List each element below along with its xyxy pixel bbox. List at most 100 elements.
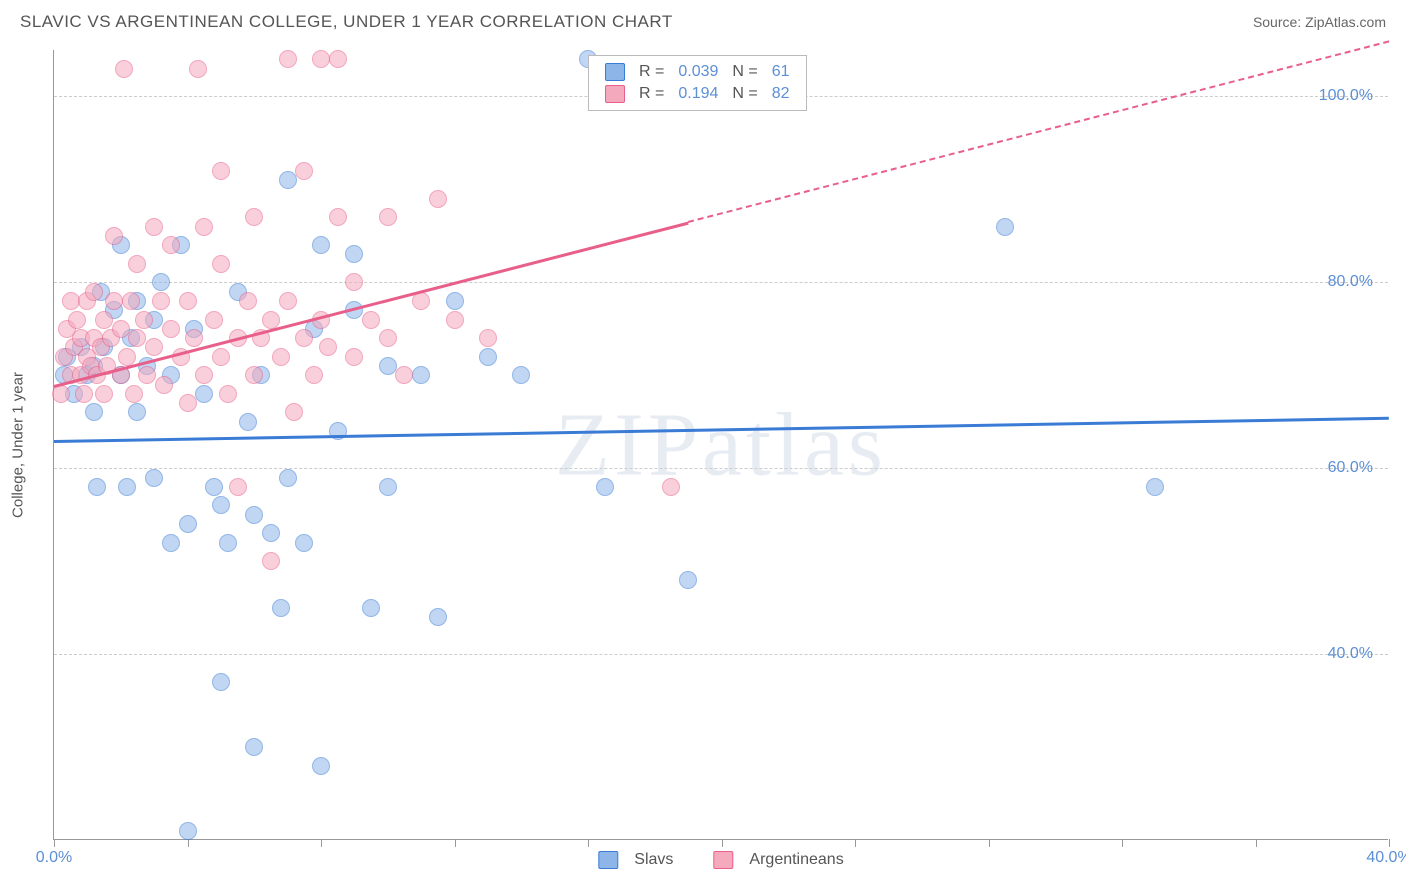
legend-n-label: N = <box>726 84 763 104</box>
scatter-point <box>272 599 290 617</box>
scatter-point <box>272 348 290 366</box>
scatter-point <box>262 524 280 542</box>
scatter-point <box>379 329 397 347</box>
x-tick <box>855 839 856 847</box>
scatter-point <box>239 292 257 310</box>
y-tick-label: 80.0% <box>1328 273 1373 291</box>
legend-r-label: R = <box>633 84 670 104</box>
legend-swatch <box>713 851 733 869</box>
y-tick-label: 60.0% <box>1328 459 1373 477</box>
legend-r-label: R = <box>633 62 670 82</box>
scatter-point <box>95 385 113 403</box>
scatter-point <box>125 385 143 403</box>
legend-n-value: 61 <box>766 62 796 82</box>
scatter-point <box>262 552 280 570</box>
scatter-point <box>279 292 297 310</box>
scatter-point <box>596 478 614 496</box>
scatter-point <box>138 366 156 384</box>
legend-item: Argentineans <box>703 851 853 868</box>
scatter-point <box>279 171 297 189</box>
source-attribution: Source: ZipAtlas.com <box>1253 14 1386 30</box>
x-tick <box>455 839 456 847</box>
scatter-point <box>295 534 313 552</box>
scatter-point <box>212 255 230 273</box>
scatter-point <box>262 311 280 329</box>
scatter-point <box>219 534 237 552</box>
scatter-point <box>145 338 163 356</box>
scatter-point <box>446 292 464 310</box>
scatter-point <box>212 348 230 366</box>
legend-item: Slavs <box>588 851 683 868</box>
scatter-point <box>212 496 230 514</box>
scatter-point <box>245 208 263 226</box>
scatter-point <box>229 478 247 496</box>
legend-swatch <box>598 851 618 869</box>
scatter-point <box>295 329 313 347</box>
scatter-point <box>112 320 130 338</box>
scatter-point <box>152 292 170 310</box>
scatter-point <box>362 311 380 329</box>
x-tick-label: 0.0% <box>36 849 72 867</box>
scatter-point <box>105 292 123 310</box>
scatter-point <box>345 245 363 263</box>
scatter-point <box>185 329 203 347</box>
scatter-point <box>429 190 447 208</box>
scatter-point <box>479 329 497 347</box>
scatter-point <box>179 292 197 310</box>
scatter-point <box>145 469 163 487</box>
scatter-point <box>128 403 146 421</box>
y-axis-label: College, Under 1 year <box>10 372 27 518</box>
scatter-point <box>85 403 103 421</box>
scatter-point <box>205 311 223 329</box>
scatter-point <box>279 50 297 68</box>
scatter-point <box>135 311 153 329</box>
scatter-point <box>68 311 86 329</box>
scatter-point <box>212 162 230 180</box>
scatter-point <box>305 366 323 384</box>
scatter-point <box>662 478 680 496</box>
scatter-point <box>122 292 140 310</box>
scatter-point <box>75 385 93 403</box>
scatter-point <box>285 403 303 421</box>
x-tick <box>588 839 589 847</box>
scatter-point <box>345 348 363 366</box>
scatter-point <box>245 366 263 384</box>
scatter-point <box>128 329 146 347</box>
legend-swatch <box>605 63 625 81</box>
scatter-point <box>195 385 213 403</box>
x-tick <box>321 839 322 847</box>
scatter-point <box>996 218 1014 236</box>
gridline-h <box>54 468 1388 469</box>
chart-title: SLAVIC VS ARGENTINEAN COLLEGE, UNDER 1 Y… <box>20 12 673 32</box>
y-tick-label: 100.0% <box>1319 87 1373 105</box>
scatter-point <box>245 738 263 756</box>
scatter-point <box>429 608 447 626</box>
scatter-point <box>212 673 230 691</box>
scatter-point <box>312 236 330 254</box>
x-tick <box>989 839 990 847</box>
scatter-point <box>379 357 397 375</box>
gridline-h <box>54 654 1388 655</box>
x-tick <box>1122 839 1123 847</box>
legend-n-label: N = <box>726 62 763 82</box>
scatter-point <box>128 255 146 273</box>
x-tick <box>1389 839 1390 847</box>
scatter-point <box>362 599 380 617</box>
scatter-point <box>115 60 133 78</box>
scatter-point <box>312 50 330 68</box>
scatter-point <box>162 534 180 552</box>
scatter-point <box>345 273 363 291</box>
legend-item-label: Argentineans <box>749 851 843 868</box>
scatter-point <box>329 50 347 68</box>
scatter-point <box>162 236 180 254</box>
scatter-point <box>279 469 297 487</box>
scatter-point <box>219 385 237 403</box>
scatter-point <box>179 394 197 412</box>
scatter-point <box>395 366 413 384</box>
legend-item-label: Slavs <box>634 851 673 868</box>
scatter-point <box>152 273 170 291</box>
legend-r-value: 0.194 <box>672 84 724 104</box>
gridline-h <box>54 282 1388 283</box>
scatter-point <box>412 366 430 384</box>
scatter-point <box>1146 478 1164 496</box>
